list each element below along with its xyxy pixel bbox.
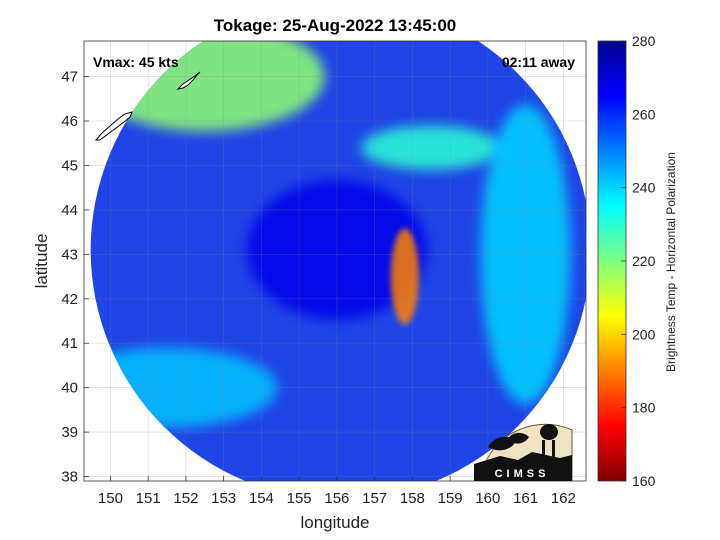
y-tick-label: 47 [61, 69, 78, 86]
x-tick-label: 153 [211, 490, 236, 507]
land-outlines [94, 71, 201, 141]
x-tick-label: 159 [438, 490, 463, 507]
time-offset-annotation: 02:11 away [502, 54, 575, 70]
colorbar-tick-label: 200 [632, 326, 656, 342]
water-tower-icon [540, 424, 558, 440]
field-eye-core [246, 179, 427, 320]
x-tick-label: 157 [362, 490, 387, 507]
logo-text: CIMSS [495, 468, 550, 480]
field-eastern-convective-band [390, 228, 419, 325]
grid [84, 41, 586, 481]
y-axis-label: latitude [32, 234, 51, 289]
plot-frame [83, 40, 587, 482]
y-tick-label: 38 [61, 469, 78, 486]
tower-icon-2 [552, 440, 555, 462]
x-tick-label: 161 [513, 490, 538, 507]
colorbar-tick-label: 180 [632, 400, 656, 416]
brightness-temp-field [90, 41, 586, 481]
x-tick-label: 152 [173, 490, 198, 507]
x-tick-label: 158 [400, 490, 425, 507]
colorbar-tick-label: 260 [632, 106, 656, 122]
colorbar-tick-label: 280 [632, 33, 656, 49]
x-tick-label: 155 [287, 490, 312, 507]
y-tick-label: 46 [61, 113, 78, 130]
x-tick-label: 156 [324, 490, 349, 507]
colorbar-tick-label: 240 [632, 180, 656, 196]
colorbar-tick-label: 160 [632, 473, 656, 489]
y-tick-label: 45 [61, 157, 78, 174]
x-tick-label: 160 [475, 490, 500, 507]
field-northern-cloud-band [361, 125, 502, 170]
y-tick-label: 43 [61, 246, 78, 263]
y-axis-ticks: 38 39 40 41 42 43 44 45 46 47 [61, 69, 89, 486]
tower-icon [542, 440, 545, 462]
x-tick-label: 150 [98, 490, 123, 507]
y-tick-label: 44 [61, 202, 78, 219]
colorbar-label: Brightness Temp - Horizontal Polarizatio… [664, 152, 678, 372]
logo-building [474, 452, 572, 481]
cimss-logo: CIMSS [474, 423, 573, 481]
satellite-dish-icon-2 [507, 432, 529, 444]
vmax-annotation: Vmax: 45 kts [93, 54, 179, 70]
colorbar-tick-label: 220 [632, 253, 656, 269]
x-axis-label: longitude [300, 513, 369, 532]
x-tick-label: 151 [136, 490, 161, 507]
field-eastern-swath [480, 104, 571, 405]
island-small [176, 71, 201, 90]
chart-title: Tokage: 25-Aug-2022 13:45:00 [214, 16, 457, 35]
x-tick-label: 154 [249, 490, 274, 507]
y-tick-label: 41 [61, 335, 78, 352]
island-long [94, 111, 133, 141]
y-tick-label: 39 [61, 424, 78, 441]
y-tick-label: 40 [61, 380, 78, 397]
x-tick-label: 162 [551, 490, 576, 507]
x-axis-ticks: 150 151 152 153 154 155 156 157 158 159 160 161 162 [98, 476, 576, 507]
y-tick-label: 42 [61, 291, 78, 308]
colorbar-ticks: 160 180 200 220 240 260 280 [621, 33, 656, 489]
